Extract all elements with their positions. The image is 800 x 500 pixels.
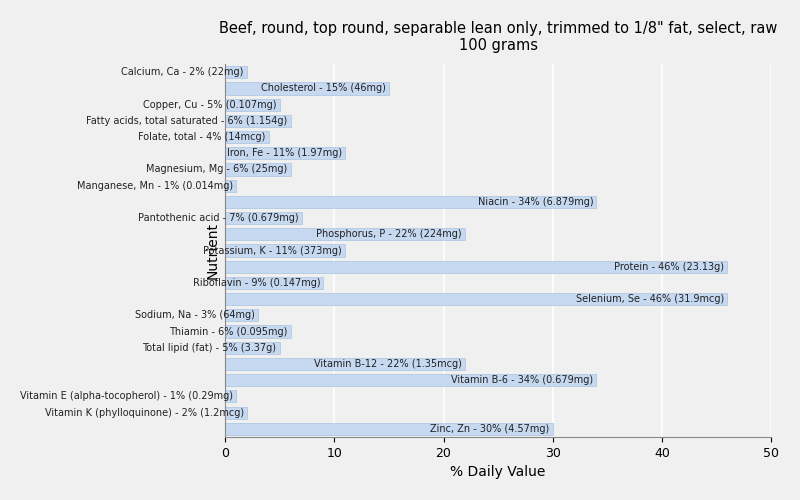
Bar (225, 342, 280, 354)
Bar (225, 358, 466, 370)
Bar (225, 147, 346, 160)
Bar (225, 260, 727, 273)
Text: Vitamin K (phylloquinone) - 2% (1.2mcg): Vitamin K (phylloquinone) - 2% (1.2mcg) (45, 408, 244, 418)
Bar (225, 164, 290, 175)
Text: Zinc, Zn - 30% (4.57mg): Zinc, Zn - 30% (4.57mg) (430, 424, 550, 434)
Bar (225, 66, 247, 78)
Bar (225, 196, 597, 208)
Bar (225, 115, 290, 127)
Text: Calcium, Ca - 2% (22mg): Calcium, Ca - 2% (22mg) (122, 67, 244, 77)
Bar (225, 406, 247, 418)
Bar (225, 277, 323, 289)
Text: Vitamin B-12 - 22% (1.35mcg): Vitamin B-12 - 22% (1.35mcg) (314, 359, 462, 369)
Text: Manganese, Mn - 1% (0.014mg): Manganese, Mn - 1% (0.014mg) (77, 180, 233, 190)
Bar (225, 422, 553, 435)
Text: Riboflavin - 9% (0.147mg): Riboflavin - 9% (0.147mg) (193, 278, 320, 288)
Bar (225, 244, 346, 256)
Bar (225, 293, 727, 305)
Text: Phosphorus, P - 22% (224mg): Phosphorus, P - 22% (224mg) (317, 230, 462, 239)
Bar (225, 131, 269, 143)
Bar (225, 326, 290, 338)
Bar (225, 180, 236, 192)
Text: Copper, Cu - 5% (0.107mg): Copper, Cu - 5% (0.107mg) (143, 100, 277, 110)
Bar (225, 212, 302, 224)
Bar (225, 228, 466, 240)
Text: Niacin - 34% (6.879mg): Niacin - 34% (6.879mg) (478, 197, 593, 207)
Text: Total lipid (fat) - 5% (3.37g): Total lipid (fat) - 5% (3.37g) (142, 342, 277, 352)
Text: Folate, total - 4% (14mcg): Folate, total - 4% (14mcg) (138, 132, 266, 142)
Text: Protein - 46% (23.13g): Protein - 46% (23.13g) (614, 262, 724, 272)
Text: Iron, Fe - 11% (1.97mg): Iron, Fe - 11% (1.97mg) (227, 148, 342, 158)
Text: Sodium, Na - 3% (64mg): Sodium, Na - 3% (64mg) (134, 310, 254, 320)
Bar (225, 310, 258, 322)
Y-axis label: Nutrient: Nutrient (206, 222, 219, 279)
Bar (225, 390, 236, 402)
Text: Selenium, Se - 46% (31.9mcg): Selenium, Se - 46% (31.9mcg) (576, 294, 724, 304)
Bar (225, 82, 389, 94)
Text: Potassium, K - 11% (373mg): Potassium, K - 11% (373mg) (203, 246, 342, 256)
Text: Fatty acids, total saturated - 6% (1.154g): Fatty acids, total saturated - 6% (1.154… (86, 116, 287, 126)
Text: Thiamin - 6% (0.095mg): Thiamin - 6% (0.095mg) (169, 326, 287, 336)
Text: Magnesium, Mg - 6% (25mg): Magnesium, Mg - 6% (25mg) (146, 164, 287, 174)
X-axis label: % Daily Value: % Daily Value (450, 465, 546, 479)
Text: Cholesterol - 15% (46mg): Cholesterol - 15% (46mg) (261, 84, 386, 94)
Text: Pantothenic acid - 7% (0.679mg): Pantothenic acid - 7% (0.679mg) (138, 213, 298, 223)
Bar (225, 374, 597, 386)
Text: Vitamin E (alpha-tocopherol) - 1% (0.29mg): Vitamin E (alpha-tocopherol) - 1% (0.29m… (20, 392, 233, 402)
Bar (225, 98, 280, 110)
Title: Beef, round, top round, separable lean only, trimmed to 1/8" fat, select, raw
10: Beef, round, top round, separable lean o… (219, 21, 778, 53)
Text: Vitamin B-6 - 34% (0.679mg): Vitamin B-6 - 34% (0.679mg) (451, 375, 593, 385)
